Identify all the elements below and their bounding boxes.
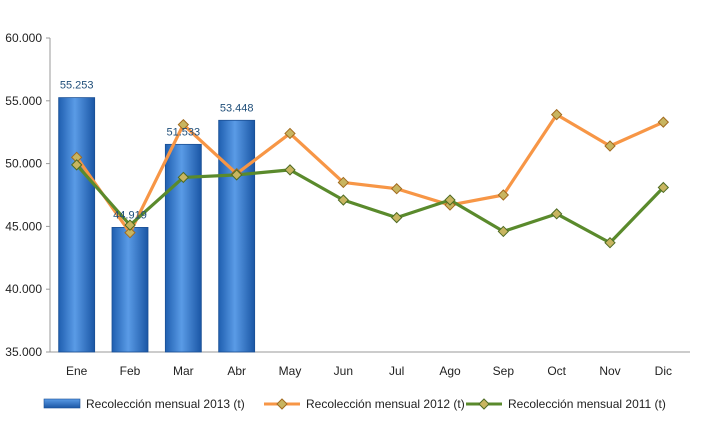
y-tick-label: 40.000 xyxy=(5,282,42,296)
legend-label-2012: Recolección mensual 2012 (t) xyxy=(306,397,465,411)
marker-2011 xyxy=(657,181,670,194)
bar-2013 xyxy=(58,97,96,353)
marker-2012 xyxy=(284,127,296,140)
data-labels: 55.253 44.919 51.533 53.448 xyxy=(60,80,254,222)
y-tick-label: 50.000 xyxy=(5,157,42,171)
y-tick-label: 60.000 xyxy=(5,31,42,45)
marker-2011 xyxy=(124,219,136,231)
marker-2012 xyxy=(550,108,563,121)
x-tick-label: Feb xyxy=(120,364,141,378)
line-series xyxy=(70,108,670,249)
marker-2011 xyxy=(177,171,190,184)
legend-label-2011: Recolección mensual 2011 (t) xyxy=(508,397,666,411)
x-tick-label: Sep xyxy=(493,364,515,378)
x-tick-label: Mar xyxy=(173,364,194,378)
data-label-2013: 55.253 xyxy=(60,80,94,92)
bar-2013 xyxy=(218,119,256,353)
x-tick-label: May xyxy=(279,364,302,378)
marker-2011 xyxy=(604,237,616,249)
marker-2011 xyxy=(497,225,510,238)
data-label-2013: 44.919 xyxy=(113,209,147,221)
marker-2012 xyxy=(390,183,403,195)
axes: 35.000 40.000 45.000 50.000 55.000 60.000 Ene F… xyxy=(5,31,690,378)
bar-2013 xyxy=(111,227,149,353)
marker-2012 xyxy=(124,226,136,239)
line-2012 xyxy=(75,113,664,235)
x-tick-label: Ene xyxy=(66,364,88,378)
marker-2011 xyxy=(337,194,350,206)
x-tick-label: Nov xyxy=(599,364,620,378)
x-tick-label: Jun xyxy=(334,364,353,378)
x-tick-label: Dic xyxy=(655,364,672,378)
line-2011 xyxy=(75,163,665,245)
x-tick-label: Jul xyxy=(389,364,404,378)
marker-2012 xyxy=(657,116,670,128)
marker-2012 xyxy=(177,118,190,131)
legend-marker-2012 xyxy=(276,398,288,410)
marker-2011 xyxy=(390,211,403,224)
legend-marker-2011 xyxy=(478,398,490,410)
marker-2011 xyxy=(444,194,456,206)
y-tick-label: 45.000 xyxy=(5,219,42,233)
marker-2011 xyxy=(550,208,563,220)
y-tick-label: 55.000 xyxy=(5,94,42,108)
legend-swatch-2013 xyxy=(43,398,81,409)
data-label-2013: 53.448 xyxy=(220,102,254,114)
x-tick-label: Oct xyxy=(547,364,566,378)
y-tick-label: 35.000 xyxy=(5,345,42,359)
data-label-2013: 51.533 xyxy=(167,126,201,138)
marker-2012 xyxy=(337,176,350,189)
marker-2012 xyxy=(604,140,616,152)
marker-2011 xyxy=(284,164,296,176)
marker-2012 xyxy=(497,189,510,201)
bar-series-2013 xyxy=(58,97,256,353)
x-tick-label: Ago xyxy=(439,364,461,378)
marker-2011 xyxy=(230,169,243,181)
legend: Recolección mensual 2013 (t) Recolección … xyxy=(43,397,666,411)
legend-label-2013: Recolección mensual 2013 (t) xyxy=(86,397,245,411)
x-tick-label: Abr xyxy=(227,364,246,378)
marker-2011 xyxy=(70,159,83,171)
